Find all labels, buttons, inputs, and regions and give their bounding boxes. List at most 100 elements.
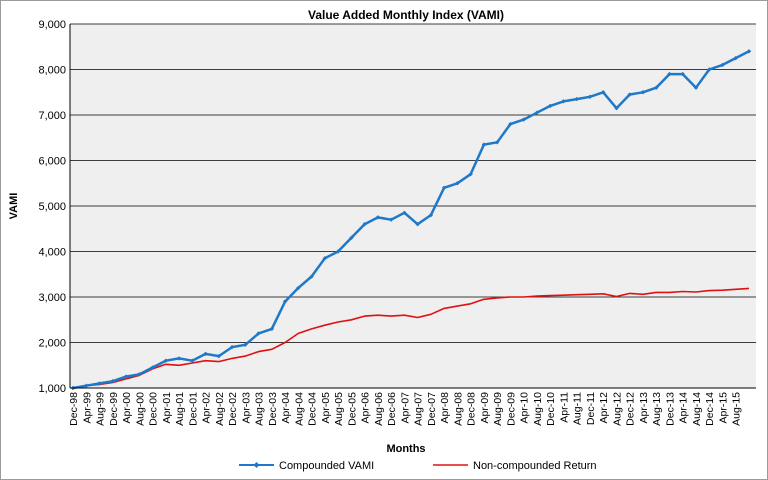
x-tick-label: Dec-99: [108, 392, 120, 426]
y-tick-label: 7,000: [38, 110, 66, 122]
data-point-compounded-vami: [654, 85, 659, 90]
data-point-compounded-vami: [163, 358, 168, 363]
x-tick-label: Dec-98: [68, 392, 80, 426]
x-tick-label: Apr-09: [479, 392, 491, 424]
x-tick-label: Apr-14: [678, 392, 690, 424]
x-tick-label: Apr-13: [638, 392, 650, 424]
x-tick-label: Aug-09: [492, 392, 504, 426]
y-tick-label: 4,000: [38, 247, 66, 259]
legend-label-compounded-vami: Compounded VAMI: [279, 460, 374, 472]
data-point-compounded-vami: [733, 55, 738, 61]
x-tick-label: Apr-04: [280, 392, 292, 424]
x-tick-label: Dec-13: [664, 392, 676, 426]
x-tick-label: Dec-04: [307, 392, 319, 426]
x-tick-label: Aug-11: [572, 392, 584, 425]
x-tick-label: Aug-01: [174, 392, 186, 426]
x-axis-tick-labels: Dec-98 Apr-99 Aug-99 Dec-99 Apr-00 Aug-00 Dec-…: [68, 392, 743, 426]
data-point-compounded-vami: [441, 185, 447, 190]
x-tick-label: Apr-00: [121, 392, 133, 424]
data-point-compounded-vami: [667, 71, 672, 77]
y-tick-label: 5,000: [38, 201, 66, 213]
x-tick-label: Aug-02: [214, 392, 226, 426]
x-tick-label: Aug-10: [532, 392, 544, 426]
x-tick-label: Aug-12: [611, 392, 623, 426]
data-point-compounded-vami: [534, 110, 540, 115]
x-tick-label: Dec-01: [187, 392, 199, 426]
data-point-compounded-vami: [282, 299, 288, 304]
x-tick-label: Apr-03: [240, 392, 252, 424]
data-point-compounded-vami: [481, 142, 487, 147]
x-tick-label: Aug-14: [691, 392, 703, 426]
data-point-compounded-vami: [720, 62, 725, 68]
data-point-compounded-vami: [335, 249, 341, 254]
x-tick-label: Dec-09: [505, 392, 517, 426]
data-point-compounded-vami: [680, 71, 685, 77]
data-point-compounded-vami: [600, 90, 606, 95]
data-point-compounded-vami: [746, 49, 752, 54]
data-point-compounded-vami: [455, 181, 460, 186]
y-tick-label: 6,000: [38, 156, 66, 168]
data-point-compounded-vami: [508, 121, 513, 127]
x-tick-label: Apr-15: [717, 392, 729, 424]
x-tick-label: Aug-08: [452, 392, 464, 426]
x-tick-label: Aug-06: [373, 392, 385, 426]
data-point-compounded-vami: [97, 381, 102, 386]
x-tick-label: Apr-07: [399, 392, 411, 424]
data-point-compounded-vami: [269, 326, 275, 332]
data-point-compounded-vami: [243, 342, 248, 347]
data-point-compounded-vami: [190, 358, 195, 363]
data-point-compounded-vami: [322, 256, 328, 261]
x-tick-label: Apr-02: [201, 392, 213, 424]
x-tick-label: Dec-06: [386, 392, 398, 426]
x-tick-label: Apr-05: [320, 392, 332, 424]
data-point-compounded-vami: [415, 222, 420, 227]
data-point-compounded-vami: [110, 378, 115, 384]
x-tick-label: Aug-07: [413, 392, 425, 426]
x-tick-label: Dec-08: [466, 392, 478, 426]
x-tick-label: Dec-02: [227, 392, 239, 426]
data-point-compounded-vami: [309, 274, 314, 279]
data-point-compounded-vami: [296, 285, 301, 291]
data-point-compounded-vami: [84, 383, 89, 388]
x-tick-label: Aug-99: [95, 392, 107, 426]
data-point-compounded-vami: [468, 171, 473, 177]
x-tick-label: Dec-11: [585, 392, 597, 425]
x-tick-label: Dec-03: [267, 392, 279, 426]
y-axis-tick-labels: 1,000 2,000 3,000 4,000 5,000 6,000 7,000 8,000…: [38, 19, 66, 395]
y-tick-label: 9,000: [38, 19, 66, 31]
data-point-compounded-vami: [137, 372, 142, 377]
data-point-compounded-vami: [349, 235, 354, 241]
data-point-compounded-vami: [216, 353, 222, 359]
data-series: [70, 49, 752, 391]
data-point-compounded-vami: [587, 94, 593, 99]
series-line-non-compounded-return: [72, 287, 750, 389]
legend-label-non-compounded-return: Non-compounded Return: [473, 460, 597, 472]
x-tick-label: Dec-00: [148, 392, 160, 426]
x-tick-label: Dec-05: [346, 392, 358, 426]
data-point-compounded-vami: [561, 99, 566, 104]
x-tick-label: Dec-12: [625, 392, 637, 426]
x-tick-label: Apr-99: [81, 392, 93, 424]
y-tick-label: 3,000: [38, 292, 66, 304]
x-tick-label: Dec-14: [704, 392, 716, 426]
data-point-compounded-vami: [256, 331, 261, 336]
x-tick-label: Apr-06: [360, 392, 372, 424]
x-tick-label: Apr-08: [439, 392, 451, 424]
x-tick-label: Aug-04: [293, 392, 305, 426]
data-point-compounded-vami: [229, 344, 235, 350]
x-tick-label: Dec-07: [426, 392, 438, 426]
x-tick-label: Aug-00: [134, 392, 146, 426]
x-tick-label: Apr-12: [598, 392, 610, 424]
series-line-compounded-vami: [72, 50, 750, 390]
data-point-compounded-vami: [521, 117, 526, 122]
data-point-compounded-vami: [574, 96, 579, 102]
data-point-compounded-vami: [388, 217, 394, 222]
data-point-compounded-vami: [707, 67, 712, 72]
data-point-compounded-vami: [614, 105, 619, 111]
x-tick-label: Apr-10: [519, 392, 531, 424]
y-tick-label: 8,000: [38, 65, 66, 77]
data-point-compounded-vami: [203, 351, 208, 357]
x-tick-label: Apr-11: [558, 392, 570, 423]
chart-title: Value Added Monthly Index (VAMI): [308, 8, 504, 22]
